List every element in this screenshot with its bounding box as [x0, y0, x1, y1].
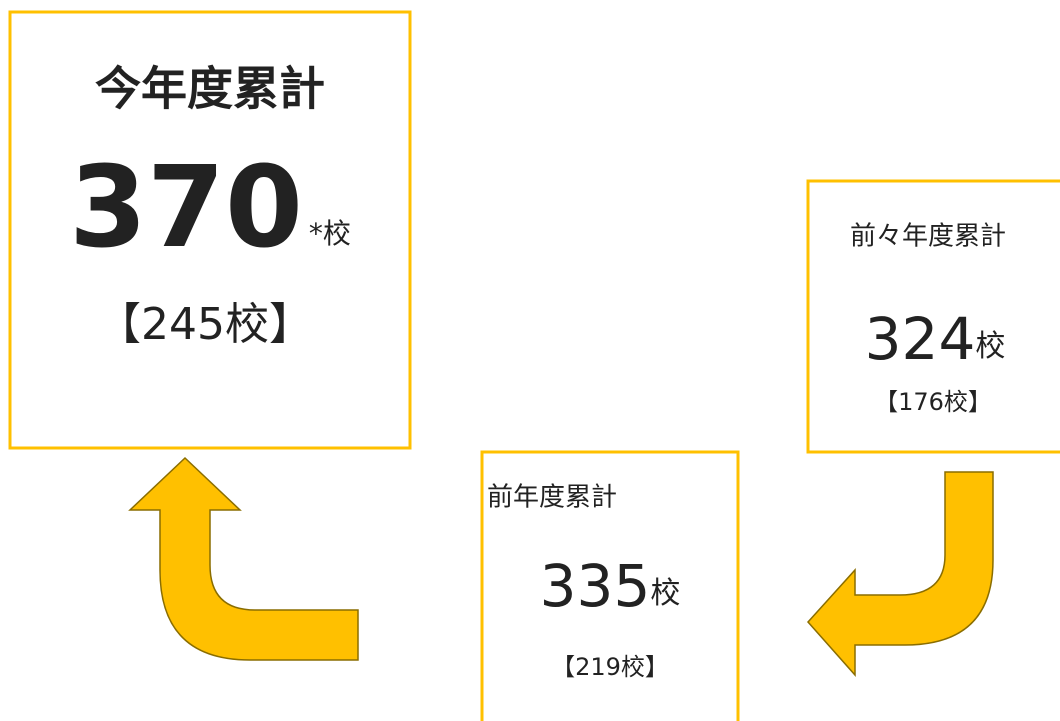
box-unit: 校 — [650, 576, 680, 611]
box-sub: 【176校】 — [874, 388, 992, 416]
box-value: 370 — [69, 143, 303, 273]
box-sub: 【219校】 — [551, 653, 669, 681]
box-value: 324 — [865, 305, 976, 373]
box-sub: 【245校】 — [97, 299, 313, 350]
box-value-line: 324校 — [865, 305, 1006, 373]
box-title: 今年度累計 — [95, 62, 325, 116]
last-year-box — [480, 450, 740, 721]
arrow-left — [806, 471, 994, 677]
box-value-line: 335校 — [540, 552, 681, 620]
box-title: 前年度累計 — [487, 483, 617, 513]
box-unit: *校 — [309, 217, 351, 250]
arrow-up — [128, 456, 359, 661]
current-year-box — [8, 10, 412, 450]
two-years-ago-box — [806, 179, 1060, 454]
box-value: 335 — [540, 552, 651, 620]
box-value-line: 370 *校 — [69, 143, 351, 273]
box-unit: 校 — [975, 329, 1005, 364]
box-title: 前々年度累計 — [850, 222, 1006, 252]
